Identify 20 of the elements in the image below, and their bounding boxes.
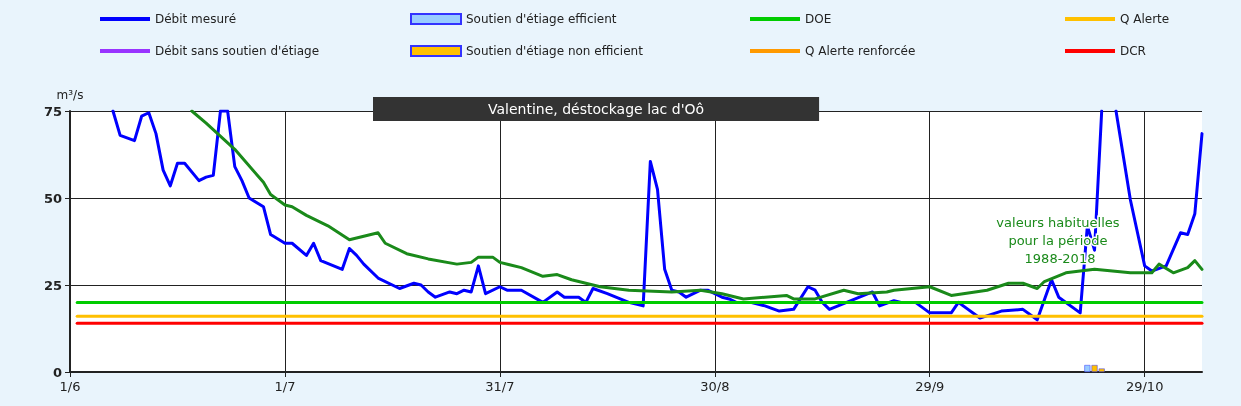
legend-label: Débit mesuré <box>155 12 237 26</box>
y-tick-label: 0 <box>52 364 62 380</box>
legend-label: Soutien d'étiage non efficient <box>466 44 644 58</box>
chart-title: Valentine, déstockage lac d'Oô <box>488 101 705 117</box>
legend-label: DOE <box>805 12 832 26</box>
y-tick-label: 50 <box>43 190 62 206</box>
x-tick-label: 1/6 <box>59 379 81 394</box>
y-axis-title: m³/s <box>56 88 84 102</box>
x-tick-label: 29/9 <box>915 379 945 394</box>
x-tick-label: 1/7 <box>274 379 296 394</box>
legend-label: Débit sans soutien d'étiage <box>155 44 320 58</box>
y-tick-label: 25 <box>43 277 62 293</box>
legend-label: DCR <box>1120 44 1146 58</box>
x-tick-label: 31/7 <box>485 379 515 394</box>
y-tick-label: 75 <box>43 103 62 119</box>
x-tick-label: 29/10 <box>1125 379 1164 394</box>
legend-label: Q Alerte renforcée <box>805 44 916 58</box>
legend-label: Soutien d'étiage efficient <box>466 12 617 26</box>
legend-label: Q Alerte <box>1120 12 1170 26</box>
x-tick-label: 30/8 <box>700 379 730 394</box>
